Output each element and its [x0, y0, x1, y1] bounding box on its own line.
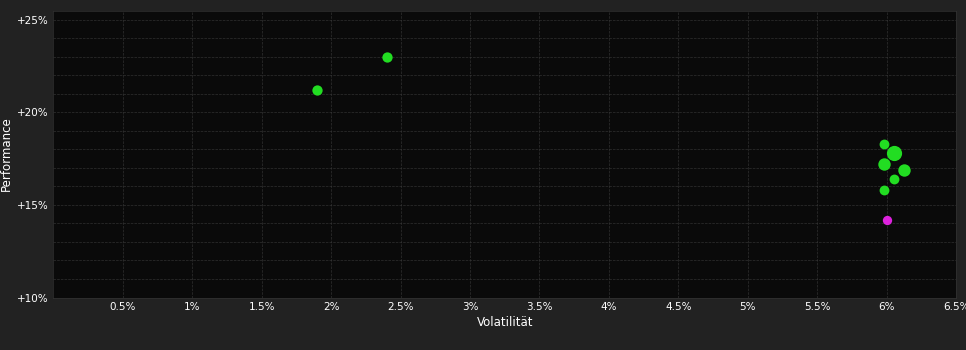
Point — [895, 167, 911, 173]
Point — [876, 161, 892, 167]
Point — [379, 54, 394, 60]
Point — [876, 141, 892, 147]
X-axis label: Volatilität: Volatilität — [476, 316, 533, 329]
Point — [886, 150, 901, 156]
Y-axis label: Performance: Performance — [0, 117, 14, 191]
Point — [309, 87, 325, 93]
Point — [879, 217, 895, 223]
Point — [876, 187, 892, 193]
Point — [886, 176, 901, 182]
